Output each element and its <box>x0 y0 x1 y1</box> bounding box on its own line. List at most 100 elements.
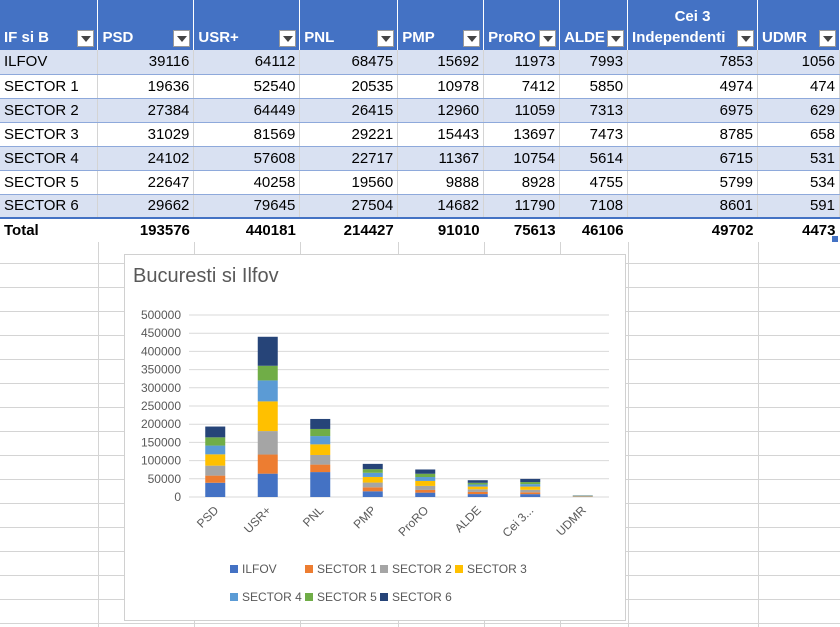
filter-dropdown-icon[interactable] <box>539 30 557 47</box>
table-cell[interactable]: 15443 <box>397 122 485 147</box>
column-header[interactable]: PSD <box>97 0 195 50</box>
table-cell[interactable]: 19636 <box>97 74 195 99</box>
table-cell[interactable]: SECTOR 5 <box>0 170 99 195</box>
stacked-bar-chart[interactable]: Bucuresti si Ilfov 0 50000 100000 150000 200… <box>124 254 626 621</box>
table-cell[interactable]: 22717 <box>299 146 399 171</box>
table-cell[interactable]: 29221 <box>299 122 399 147</box>
table-cell[interactable]: 7412 <box>483 74 561 99</box>
table-cell[interactable]: SECTOR 6 <box>0 194 99 219</box>
table-cell[interactable]: 7993 <box>559 50 629 75</box>
table-cell[interactable]: 9888 <box>397 170 485 195</box>
table-cell[interactable]: 29662 <box>97 194 195 219</box>
filter-dropdown-icon[interactable] <box>77 30 95 47</box>
column-header[interactable]: PMP <box>397 0 485 50</box>
table-cell[interactable]: 39116 <box>97 50 195 75</box>
table-cell[interactable]: 10754 <box>483 146 561 171</box>
table-cell[interactable]: 13697 <box>483 122 561 147</box>
table-cell[interactable]: 8601 <box>627 194 758 219</box>
filter-dropdown-icon[interactable] <box>377 30 395 47</box>
table-resize-handle[interactable] <box>832 236 838 242</box>
filter-dropdown-icon[interactable] <box>173 30 191 47</box>
filter-dropdown-icon[interactable] <box>736 30 754 47</box>
bar-segment <box>205 437 226 446</box>
filter-dropdown-icon[interactable] <box>279 30 297 47</box>
table-cell[interactable]: 5614 <box>559 146 629 171</box>
filter-dropdown-icon[interactable] <box>819 30 836 47</box>
total-cell[interactable]: Total <box>0 217 98 242</box>
table-cell[interactable]: 658 <box>757 122 840 147</box>
table-cell[interactable]: 31029 <box>97 122 195 147</box>
table-cell[interactable]: 534 <box>757 170 840 195</box>
table-cell[interactable]: 27384 <box>97 98 195 123</box>
table-cell[interactable]: 4755 <box>559 170 629 195</box>
table-cell[interactable]: 57608 <box>193 146 301 171</box>
table-cell[interactable]: 5850 <box>559 74 629 99</box>
column-header[interactable]: PNL <box>299 0 399 50</box>
y-tick-label: 300000 <box>141 381 181 395</box>
total-cell[interactable]: 4473 <box>757 217 840 242</box>
table-cell[interactable]: 27504 <box>299 194 399 219</box>
table-cell[interactable]: 11367 <box>397 146 485 171</box>
table-cell[interactable]: 531 <box>757 146 840 171</box>
table-cell[interactable]: 26415 <box>299 98 399 123</box>
table-cell[interactable]: 591 <box>757 194 840 219</box>
y-tick-label: 50000 <box>148 472 182 486</box>
table-cell[interactable]: 5799 <box>627 170 758 195</box>
bar-segment <box>467 489 488 492</box>
column-header[interactable]: ProRO <box>483 0 561 50</box>
table-cell[interactable]: 68475 <box>299 50 399 75</box>
total-cell[interactable]: 91010 <box>397 217 484 242</box>
total-cell[interactable]: 193576 <box>97 217 194 242</box>
column-header[interactable]: ALDE <box>559 0 629 50</box>
table-cell[interactable]: SECTOR 1 <box>0 74 99 99</box>
total-cell[interactable]: 440181 <box>193 217 300 242</box>
column-header[interactable]: Cei 3 Independenti <box>627 0 758 50</box>
total-cell[interactable]: 214427 <box>299 217 398 242</box>
table-cell[interactable]: 7108 <box>559 194 629 219</box>
table-cell[interactable]: 629 <box>757 98 840 123</box>
table-cell[interactable]: 19560 <box>299 170 399 195</box>
table-cell[interactable]: 24102 <box>97 146 195 171</box>
column-header[interactable]: IF si B <box>0 0 99 50</box>
column-header[interactable]: UDMR <box>757 0 840 50</box>
table-cell[interactable]: 7853 <box>627 50 758 75</box>
table-cell[interactable]: 8785 <box>627 122 758 147</box>
bar-segment <box>310 454 331 465</box>
table-cell[interactable]: 64449 <box>193 98 301 123</box>
total-cell[interactable]: 46106 <box>559 217 628 242</box>
total-cell[interactable]: 49702 <box>627 217 758 242</box>
filter-dropdown-icon[interactable] <box>607 30 625 47</box>
table-cell[interactable]: 6975 <box>627 98 758 123</box>
total-cell[interactable]: 75613 <box>483 217 560 242</box>
table-cell[interactable]: 11790 <box>483 194 561 219</box>
column-header[interactable]: USR+ <box>193 0 301 50</box>
table-cell[interactable]: 7313 <box>559 98 629 123</box>
table-cell[interactable]: 6715 <box>627 146 758 171</box>
table-cell[interactable]: 12960 <box>397 98 485 123</box>
table-cell[interactable]: 4974 <box>627 74 758 99</box>
y-tick-label: 450000 <box>141 326 181 340</box>
table-cell[interactable]: 79645 <box>193 194 301 219</box>
table-cell[interactable]: 40258 <box>193 170 301 195</box>
table-cell[interactable]: 10978 <box>397 74 485 99</box>
table-cell[interactable]: 20535 <box>299 74 399 99</box>
table-cell[interactable]: SECTOR 2 <box>0 98 99 123</box>
filter-dropdown-icon[interactable] <box>463 30 481 47</box>
table-cell[interactable]: 81569 <box>193 122 301 147</box>
table-cell[interactable]: SECTOR 3 <box>0 122 99 147</box>
table-cell[interactable]: 11059 <box>483 98 561 123</box>
table-cell[interactable]: SECTOR 4 <box>0 146 99 171</box>
table-cell[interactable]: 15692 <box>397 50 485 75</box>
bar-segment <box>362 463 383 470</box>
table-cell[interactable]: 8928 <box>483 170 561 195</box>
table-cell[interactable]: 64112 <box>193 50 301 75</box>
table-cell[interactable]: 11973 <box>483 50 561 75</box>
table-cell[interactable]: 52540 <box>193 74 301 99</box>
table-cell[interactable]: 14682 <box>397 194 485 219</box>
table-cell[interactable]: 474 <box>757 74 840 99</box>
table-cell[interactable]: ILFOV <box>0 50 99 75</box>
table-cell[interactable]: 22647 <box>97 170 195 195</box>
table-cell[interactable]: 7473 <box>559 122 629 147</box>
table-cell[interactable]: 1056 <box>757 50 840 75</box>
